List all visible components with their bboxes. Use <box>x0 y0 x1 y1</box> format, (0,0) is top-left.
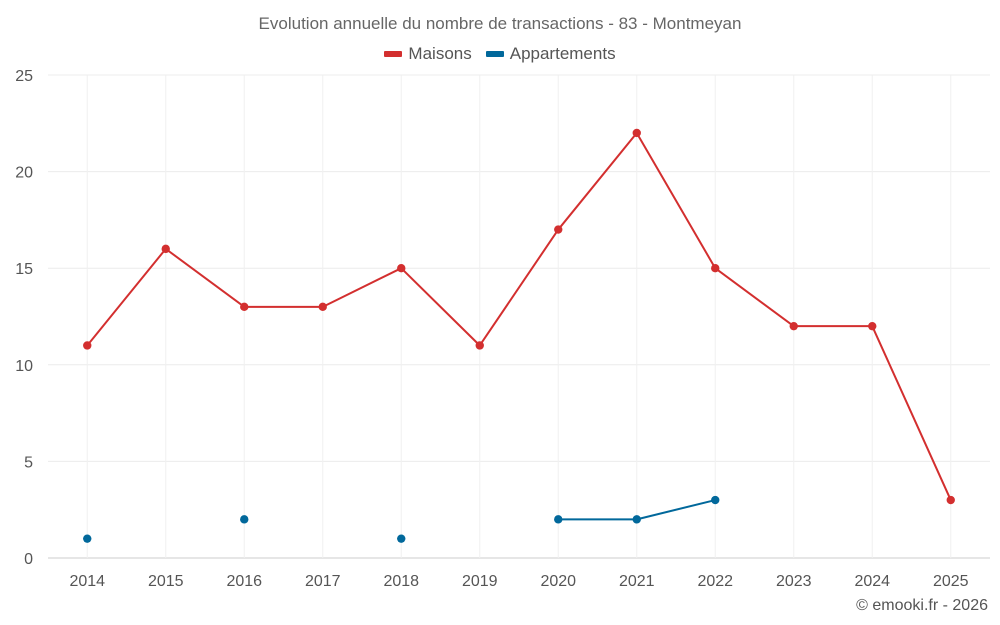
data-point-maisons <box>554 225 563 234</box>
x-tick-label: 2019 <box>462 573 498 590</box>
x-tick-label: 2023 <box>776 573 812 590</box>
data-point-appartements <box>397 534 406 543</box>
data-point-maisons <box>475 341 484 350</box>
data-point-maisons <box>83 341 92 350</box>
x-tick-label: 2014 <box>69 573 105 590</box>
data-point-appartements <box>83 534 92 543</box>
data-point-appartements <box>240 515 249 524</box>
y-tick-label: 5 <box>24 454 33 471</box>
series-line-maisons <box>164 247 246 308</box>
series-line-maisons <box>714 267 795 328</box>
data-point-maisons <box>868 321 877 331</box>
y-tick-label: 25 <box>15 68 33 85</box>
data-point-maisons <box>946 495 955 505</box>
chart-title: Evolution annuelle du nombre de transact… <box>258 14 742 33</box>
y-tick-label: 20 <box>15 165 33 182</box>
y-tick-label: 10 <box>15 358 33 375</box>
data-point-maisons <box>161 244 170 254</box>
data-point-maisons <box>397 264 406 273</box>
series-line-maisons <box>478 228 560 347</box>
series-line-maisons <box>635 131 717 270</box>
legend: Maisons Appartements <box>0 44 1000 64</box>
x-tick-label: 2024 <box>854 573 890 590</box>
legend-label-appartements: Appartements <box>509 44 616 63</box>
legend-item-maisons[interactable]: Maisons <box>384 44 472 64</box>
series-maisons <box>83 128 955 505</box>
data-point-maisons <box>632 128 641 138</box>
legend-swatch-appartements <box>485 51 504 57</box>
x-tick-label: 2021 <box>619 573 655 590</box>
series-line-maisons <box>400 267 481 347</box>
x-tick-label: 2022 <box>697 573 733 590</box>
series-line-maisons <box>557 131 638 231</box>
legend-swatch-maisons <box>384 51 403 57</box>
x-tick-label: 2018 <box>383 573 419 590</box>
data-point-maisons <box>318 302 327 312</box>
series-line-maisons <box>86 247 167 347</box>
legend-label-maisons: Maisons <box>408 44 472 63</box>
data-point-appartements <box>711 495 720 505</box>
y-tick-label: 15 <box>15 261 33 278</box>
data-point-maisons <box>789 321 798 331</box>
y-tick-label: 0 <box>24 551 33 568</box>
data-point-maisons <box>711 264 720 273</box>
data-point-appartements <box>632 515 641 524</box>
series-line-appartements <box>635 499 717 521</box>
x-tick-label: 2017 <box>305 573 341 590</box>
x-tick-label: 2020 <box>540 573 576 590</box>
series-line-maisons <box>871 325 952 502</box>
credits[interactable]: © emooki.fr - 2026 <box>856 597 988 614</box>
data-point-appartements <box>554 515 563 524</box>
x-tick-label: 2015 <box>148 573 184 590</box>
x-tick-label: 2025 <box>933 573 969 590</box>
series-appartements <box>83 495 720 543</box>
legend-item-appartements[interactable]: Appartements <box>485 44 616 64</box>
series-line-maisons <box>321 267 403 308</box>
data-point-maisons <box>240 302 249 312</box>
x-tick-label: 2016 <box>226 573 262 590</box>
